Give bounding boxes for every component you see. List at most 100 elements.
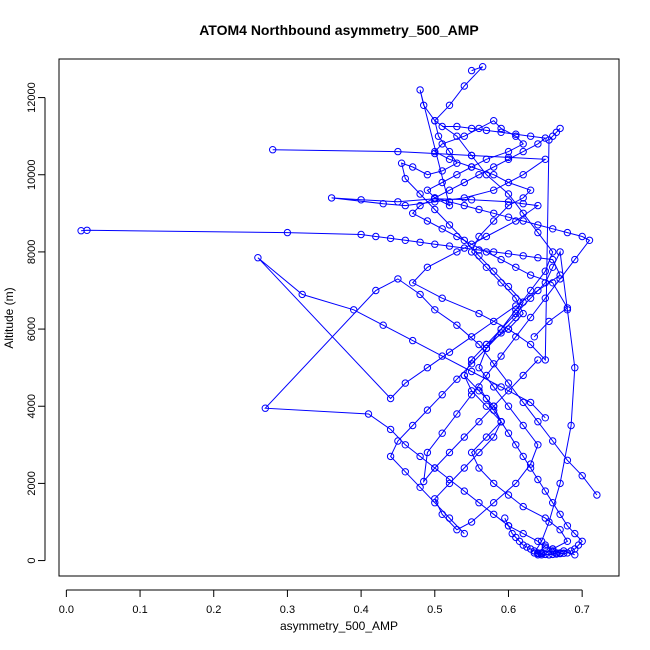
- data-point: [504, 387, 513, 395]
- data-point: [420, 101, 428, 110]
- data-point: [467, 518, 476, 526]
- data-point: [519, 452, 527, 461]
- data-point: [438, 391, 446, 399]
- data-point: [438, 167, 446, 175]
- data-point: [567, 421, 575, 430]
- data-point: [549, 437, 557, 445]
- data-point: [445, 147, 454, 156]
- data-point: [467, 360, 476, 368]
- data-point: [534, 140, 542, 148]
- data-point: [460, 529, 468, 538]
- x-tick-label: 0.7: [575, 604, 590, 616]
- data-point: [416, 86, 424, 94]
- series-line: [272, 128, 561, 362]
- data-point: [504, 178, 513, 187]
- data-point: [445, 242, 454, 250]
- data-point: [578, 472, 586, 480]
- data-point: [445, 186, 454, 194]
- data-point: [519, 529, 527, 538]
- data-point: [534, 286, 542, 295]
- data-point: [475, 499, 483, 507]
- x-tick-label: 0.1: [132, 604, 147, 616]
- data-point: [497, 128, 505, 137]
- data-point: [445, 198, 454, 206]
- data-point: [453, 159, 461, 167]
- data-point: [350, 306, 358, 314]
- data-point: [445, 155, 454, 164]
- data-point: [438, 352, 446, 360]
- data-point: [460, 82, 468, 90]
- y-tick-label: 10000: [26, 159, 38, 190]
- data-point: [357, 230, 365, 239]
- data-point: [445, 101, 454, 110]
- series-line: [81, 229, 561, 419]
- data-point: [394, 198, 402, 206]
- data-point: [431, 240, 439, 248]
- data-point: [453, 375, 461, 383]
- data-point: [394, 147, 402, 156]
- data-point: [497, 383, 505, 391]
- data-point: [497, 329, 505, 337]
- data-point: [490, 209, 498, 218]
- data-point: [534, 254, 542, 262]
- data-point: [372, 232, 380, 241]
- data-point: [490, 499, 498, 507]
- data-point: [467, 151, 476, 160]
- data-point: [571, 529, 579, 538]
- data-point: [497, 418, 505, 426]
- data-point: [298, 290, 306, 299]
- x-tick-label: 0.4: [353, 604, 368, 616]
- data-point: [541, 134, 549, 142]
- data-point: [512, 217, 520, 225]
- data-point: [453, 171, 461, 179]
- data-point: [534, 201, 542, 210]
- data-point: [467, 333, 476, 341]
- data-point: [475, 252, 483, 260]
- data-point: [416, 238, 424, 247]
- data-point: [386, 234, 395, 243]
- data-point: [386, 425, 395, 434]
- data-point: [563, 304, 572, 312]
- data-point: [563, 522, 572, 530]
- data-point: [549, 279, 557, 287]
- data-point: [460, 244, 468, 252]
- data-point: [409, 209, 417, 218]
- data-point: [438, 294, 446, 302]
- data-point: [357, 196, 365, 204]
- y-axis-label: Altitude (m): [2, 287, 16, 348]
- data-point: [530, 547, 538, 555]
- data-point: [460, 464, 468, 472]
- data-point: [549, 255, 557, 264]
- data-point: [519, 252, 527, 260]
- data-point: [409, 279, 417, 287]
- data-point: [541, 541, 549, 549]
- data-point: [460, 487, 468, 495]
- data-point: [423, 263, 432, 271]
- data-point: [519, 541, 527, 549]
- data-point: [490, 117, 498, 125]
- data-point: [460, 178, 468, 187]
- data-point: [552, 550, 561, 558]
- data-point: [482, 402, 491, 410]
- data-point: [526, 545, 535, 553]
- y-tick-label: 2000: [26, 471, 38, 495]
- data-point: [490, 267, 498, 275]
- data-point: [482, 171, 491, 179]
- data-point: [545, 518, 553, 526]
- data-point: [504, 155, 513, 164]
- data-point: [549, 132, 557, 140]
- data-point: [475, 340, 483, 349]
- data-point: [556, 510, 564, 518]
- data-point: [423, 171, 432, 179]
- data-point: [556, 275, 564, 283]
- data-point: [578, 537, 586, 545]
- data-point: [541, 487, 549, 495]
- data-point: [519, 371, 527, 380]
- data-point: [475, 383, 483, 391]
- data-point: [490, 360, 498, 368]
- x-tick-label: 0.6: [501, 604, 516, 616]
- data-point: [519, 298, 527, 306]
- data-point: [490, 479, 498, 488]
- data-point: [567, 547, 575, 555]
